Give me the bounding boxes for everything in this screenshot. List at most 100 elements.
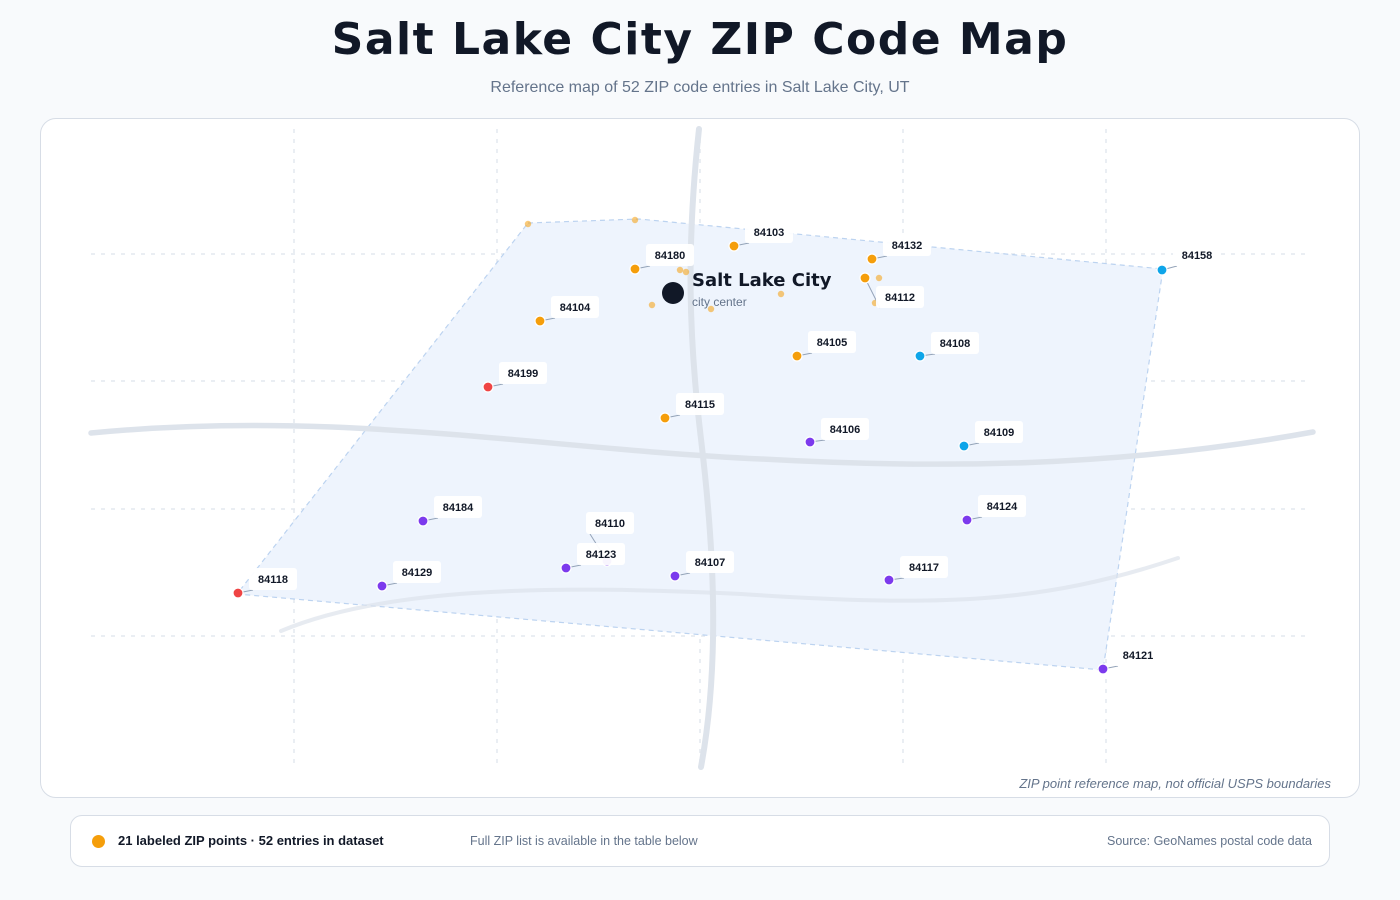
zip-label: 84105 xyxy=(817,337,848,349)
zip-dot[interactable] xyxy=(961,514,973,526)
zip-dot[interactable] xyxy=(914,350,926,362)
legend-dot-icon xyxy=(92,835,105,848)
zip-dot[interactable] xyxy=(629,263,641,275)
minor-zip-dot xyxy=(777,290,785,298)
city-sublabel: city center xyxy=(692,295,747,309)
zip-label: 84158 xyxy=(1182,250,1213,262)
zip-point-84117[interactable]: 84117 xyxy=(883,556,948,586)
zip-label: 84109 xyxy=(984,427,1015,439)
data-source: Source: GeoNames postal code data xyxy=(1107,834,1312,848)
zip-label: 84112 xyxy=(885,292,915,304)
zip-label: 84199 xyxy=(508,368,539,380)
zip-label-box xyxy=(1114,644,1162,666)
zip-dot[interactable] xyxy=(417,515,429,527)
minor-zip-dot xyxy=(631,216,639,224)
zip-dot[interactable] xyxy=(232,587,244,599)
zip-point-84129[interactable]: 84129 xyxy=(376,561,441,592)
city-center-marker[interactable]: Salt Lake City city center xyxy=(662,270,832,309)
zip-label-box xyxy=(883,234,931,256)
zip-point-84115[interactable]: 84115 xyxy=(659,393,724,424)
zip-point-84108[interactable]: 84108 xyxy=(914,332,979,362)
zip-label-box xyxy=(821,418,869,440)
zip-dot[interactable] xyxy=(1156,264,1168,276)
zip-dot[interactable] xyxy=(534,315,546,327)
zip-point-84121[interactable]: 84121 xyxy=(1097,644,1162,675)
zip-label: 84118 xyxy=(258,574,288,586)
legend-text: 21 labeled ZIP points · 52 entries in da… xyxy=(118,833,384,848)
zip-label-box xyxy=(745,221,793,243)
zip-dot[interactable] xyxy=(804,436,816,448)
zip-label: 84104 xyxy=(560,302,591,314)
zip-label-box xyxy=(646,244,694,266)
zip-dot[interactable] xyxy=(669,570,681,582)
minor-zip-dot xyxy=(676,266,684,274)
zip-dot[interactable] xyxy=(958,440,970,452)
zip-point-84104[interactable]: 84104 xyxy=(534,296,599,327)
zip-point-84105[interactable]: 84105 xyxy=(791,331,856,362)
minor-zip-dot xyxy=(524,220,532,228)
roads xyxy=(88,126,1316,770)
zip-label-box xyxy=(978,495,1026,517)
legend-bar: 21 labeled ZIP points · 52 entries in da… xyxy=(70,815,1330,867)
zip-dot[interactable] xyxy=(883,574,895,586)
zip-label-box xyxy=(686,551,734,573)
zip-label: 84106 xyxy=(830,424,861,436)
zip-dot[interactable] xyxy=(482,381,494,393)
zip-label: 84107 xyxy=(695,557,726,569)
map-disclaimer: ZIP point reference map, not official US… xyxy=(1019,776,1331,791)
zip-label: 84117 xyxy=(909,562,939,574)
zip-label: 84123 xyxy=(586,549,617,561)
zip-point-84118[interactable]: 84118 xyxy=(232,568,297,599)
zip-label: 84103 xyxy=(754,227,785,239)
zip-label: 84115 xyxy=(685,399,715,411)
minor-zip-dot xyxy=(707,305,715,313)
zip-point-84112[interactable]: 84112 xyxy=(859,272,924,309)
zip-point-84123[interactable]: 84123 xyxy=(560,543,625,574)
zip-label-box xyxy=(975,421,1023,443)
city-name: Salt Lake City xyxy=(692,270,832,291)
zip-label-box xyxy=(808,331,856,353)
zip-points: 84103 84132 84158 84180 84112 84104 84105 84108… xyxy=(232,221,1221,675)
zip-label: 84184 xyxy=(443,502,474,514)
zip-map[interactable]: 84103 84132 84158 84180 84112 84104 84105 84108… xyxy=(41,119,1359,797)
minor-zip-dot xyxy=(682,268,690,276)
zip-label-box xyxy=(249,568,297,590)
zip-point-84184[interactable]: 84184 xyxy=(417,496,482,527)
zip-dot[interactable] xyxy=(859,272,871,284)
zip-dot[interactable] xyxy=(560,562,572,574)
zip-point-84158[interactable]: 84158 xyxy=(1156,244,1221,276)
zip-point-84109[interactable]: 84109 xyxy=(958,421,1023,452)
zip-label-box xyxy=(393,561,441,583)
zip-label-box xyxy=(577,543,625,565)
zip-point-84124[interactable]: 84124 xyxy=(961,495,1026,526)
zip-point-84103[interactable]: 84103 xyxy=(728,221,793,252)
table-note: Full ZIP list is available in the table … xyxy=(470,834,698,848)
zip-label-box xyxy=(876,286,924,308)
zip-dot[interactable] xyxy=(659,412,671,424)
zip-point-84180[interactable]: 84180 xyxy=(629,244,694,275)
zip-label-box xyxy=(551,296,599,318)
zip-point-84199[interactable]: 84199 xyxy=(482,362,547,393)
zip-dot[interactable] xyxy=(376,580,388,592)
zip-point-84107[interactable]: 84107 xyxy=(669,551,734,582)
page-subtitle: Reference map of 52 ZIP code entries in … xyxy=(490,79,910,96)
zip-label: 84108 xyxy=(940,338,971,350)
zip-dot[interactable] xyxy=(728,240,740,252)
zip-label: 84180 xyxy=(655,250,686,262)
zip-label-box xyxy=(676,393,724,415)
map-panel[interactable]: 84103 84132 84158 84180 84112 84104 84105 84108… xyxy=(40,118,1360,798)
zip-dot[interactable] xyxy=(791,350,803,362)
page-title: Salt Lake City ZIP Code Map xyxy=(331,14,1069,65)
minor-zip-dot xyxy=(648,301,656,309)
zip-dot[interactable] xyxy=(1097,663,1109,675)
zip-label-box xyxy=(586,512,634,534)
unlabeled-zip-points xyxy=(524,216,883,313)
zip-label-box xyxy=(434,496,482,518)
zip-point-84106[interactable]: 84106 xyxy=(804,418,869,448)
minor-zip-dot xyxy=(875,274,883,282)
zip-point-84132[interactable]: 84132 xyxy=(866,234,931,265)
zip-dot[interactable] xyxy=(866,253,878,265)
zip-label-box xyxy=(931,332,979,354)
zip-label-box xyxy=(499,362,547,384)
